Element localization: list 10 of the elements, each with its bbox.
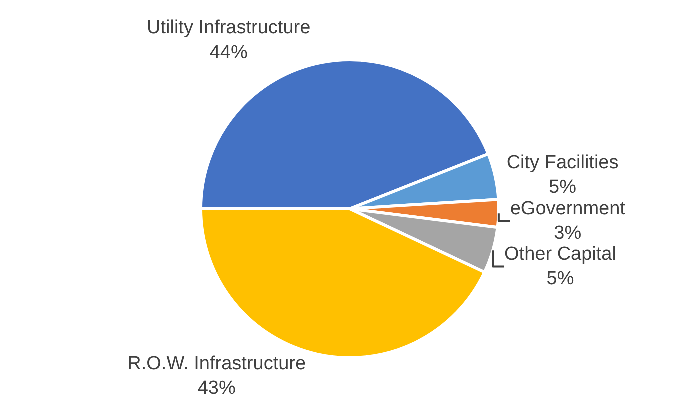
- data-label: 3%: [554, 222, 582, 244]
- slice-label: eGovernment: [510, 198, 626, 220]
- slice-label: City Facilities: [506, 152, 619, 174]
- slice-label: Other Capital: [504, 244, 616, 265]
- data-label: 5%: [549, 177, 577, 198]
- data-label: 5%: [546, 268, 574, 290]
- data-label: 43%: [198, 378, 236, 400]
- data-label: 44%: [210, 42, 248, 64]
- slice-label: Utility Infrastructure: [147, 18, 311, 39]
- slice-label: R.O.W. Infrastructure: [128, 353, 306, 374]
